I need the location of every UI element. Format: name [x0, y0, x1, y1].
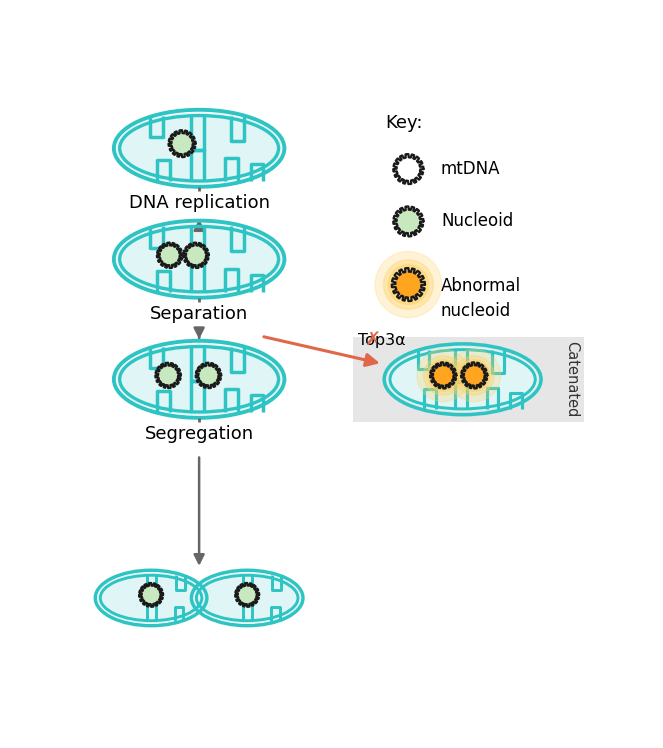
Text: Separation: Separation	[150, 304, 248, 322]
Ellipse shape	[387, 347, 538, 412]
Circle shape	[160, 246, 179, 265]
Circle shape	[172, 134, 192, 153]
Circle shape	[455, 356, 494, 395]
Text: Nucleoid: Nucleoid	[441, 212, 513, 230]
Circle shape	[143, 586, 160, 604]
Ellipse shape	[117, 113, 282, 184]
Circle shape	[187, 246, 206, 265]
Text: Segregation: Segregation	[145, 425, 254, 443]
Text: Abnormal: Abnormal	[441, 277, 521, 295]
Circle shape	[239, 586, 256, 604]
Text: Key:: Key:	[385, 114, 422, 132]
Text: Catenated: Catenated	[564, 341, 579, 417]
Circle shape	[417, 349, 469, 402]
Circle shape	[465, 366, 484, 385]
Text: mtDNA: mtDNA	[441, 160, 501, 178]
Circle shape	[398, 211, 419, 232]
Circle shape	[396, 273, 420, 296]
Circle shape	[448, 349, 501, 402]
Circle shape	[159, 367, 177, 384]
Circle shape	[434, 366, 453, 385]
Text: Top3α: Top3α	[358, 334, 406, 349]
Text: nucleoid: nucleoid	[441, 301, 511, 319]
Text: DNA replication: DNA replication	[129, 194, 270, 212]
Circle shape	[172, 134, 192, 153]
Circle shape	[428, 360, 459, 391]
Ellipse shape	[194, 573, 300, 623]
Ellipse shape	[98, 573, 204, 623]
Circle shape	[160, 246, 179, 265]
Circle shape	[458, 360, 490, 391]
Circle shape	[398, 211, 419, 232]
Circle shape	[143, 586, 160, 604]
Circle shape	[383, 260, 434, 310]
Ellipse shape	[117, 224, 282, 295]
Circle shape	[424, 356, 463, 395]
Circle shape	[239, 586, 256, 604]
Circle shape	[159, 367, 177, 384]
Bar	[353, 337, 583, 422]
Ellipse shape	[117, 343, 282, 415]
Circle shape	[389, 265, 428, 304]
Circle shape	[375, 251, 442, 318]
Text: ✗: ✗	[365, 331, 381, 349]
Circle shape	[199, 367, 217, 384]
Circle shape	[187, 246, 206, 265]
Circle shape	[199, 367, 217, 384]
